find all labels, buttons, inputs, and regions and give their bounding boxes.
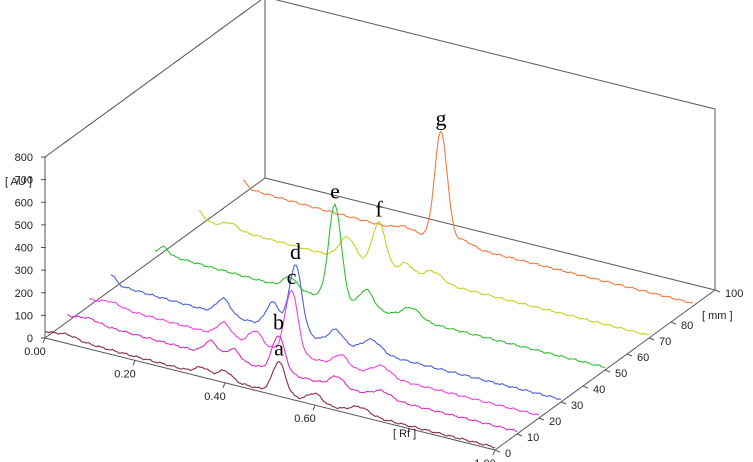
peak-label-f: f [375, 197, 383, 222]
x-axis-ticks: 0.00 0.20 0.40 0.60 1.00 [24, 337, 496, 462]
x-tick-label: 0.00 [24, 346, 45, 358]
y-tick-label: 400 [15, 243, 33, 255]
z-tick-label: 50 [615, 368, 627, 380]
trace-e [154, 203, 606, 369]
y-tick-label: 800 [15, 152, 33, 164]
top-left-edge-line [44, 0, 262, 158]
top-edge-tick [217, 26, 225, 32]
y-tick-label: 500 [15, 220, 33, 232]
y-tick-label: 700 [15, 175, 33, 187]
y-tick-label: 0 [27, 333, 33, 345]
top-edge-tick [239, 10, 247, 16]
peak-label-d: d [290, 239, 301, 264]
z-tick-mark [604, 369, 611, 373]
back-floor-left-line [44, 177, 266, 339]
x-tick-label: 0.60 [294, 413, 315, 425]
z-tick-label: 30 [571, 400, 583, 412]
x-tick-label: 1.00 [474, 458, 495, 462]
z-tick-label: 40 [593, 384, 605, 396]
z-tick-label: 60 [637, 352, 649, 364]
back-floor-line [264, 177, 716, 291]
peak-label-c: c [287, 264, 297, 289]
z-tick-mark [582, 385, 589, 389]
peak-label-e: e [330, 179, 340, 204]
z-tick-label: 10 [527, 432, 539, 444]
top-edge-tick [151, 74, 159, 80]
z-tick-label: 0 [505, 448, 511, 460]
x-tick-label: 0.40 [204, 391, 225, 403]
z-tick-mark [494, 449, 501, 453]
x-tick-mark [132, 360, 136, 366]
z-tick-label: 70 [659, 336, 671, 348]
z-axis-title: [ mm ] [702, 310, 733, 322]
x-axis-title: [ Rf ] [393, 428, 416, 440]
y-tick-label: 600 [15, 197, 33, 209]
y-tick-label: 300 [15, 265, 33, 277]
trace-g [242, 131, 694, 304]
peak-label-g: g [436, 106, 447, 131]
z-tick-label: 20 [549, 416, 561, 428]
top-edge-tick [195, 42, 203, 48]
z-tick-label: 100 [725, 288, 743, 300]
y-tick-label: 200 [15, 288, 33, 300]
chromatogram-traces [44, 131, 694, 449]
peak-label-a: a [274, 336, 284, 361]
y-axis-title: [ AU ] [5, 176, 32, 188]
trace-d [110, 264, 562, 400]
trace-f [198, 209, 650, 336]
axes-frame [44, 0, 716, 451]
z-tick-mark [538, 417, 545, 421]
rf-axis-line [44, 337, 496, 451]
x-tick-label: 0.20 [114, 368, 135, 380]
y-axis-ticks: 0 100 200 300 400 500 600 700 800 [15, 10, 247, 345]
top-edge-tick [63, 138, 71, 144]
trace-a [44, 331, 496, 449]
trace-b [66, 314, 518, 433]
top-edge-tick [107, 106, 115, 112]
x-tick-mark [492, 449, 496, 456]
z-tick-mark [516, 433, 523, 437]
z-axis-ticks: 0 10 20 30 40 50 60 70 80 100 [494, 288, 743, 460]
x-tick-mark [222, 382, 226, 388]
z-tick-mark [626, 353, 633, 357]
y-tick-label: 100 [15, 310, 33, 322]
top-edge-tick [85, 122, 93, 128]
z-tick-mark [670, 321, 677, 325]
x-tick-mark [42, 337, 46, 344]
z-tick-mark [560, 401, 567, 405]
top-edge-tick [129, 90, 137, 96]
top-back-edge-line [274, 0, 716, 110]
peak-label-b: b [273, 309, 284, 334]
top-edge-tick [173, 58, 181, 64]
z-tick-label: 80 [681, 320, 693, 332]
z-tick-mark [648, 337, 655, 341]
x-tick-mark [312, 405, 316, 411]
trace-c [88, 289, 540, 416]
z-tick-mark [714, 289, 721, 293]
